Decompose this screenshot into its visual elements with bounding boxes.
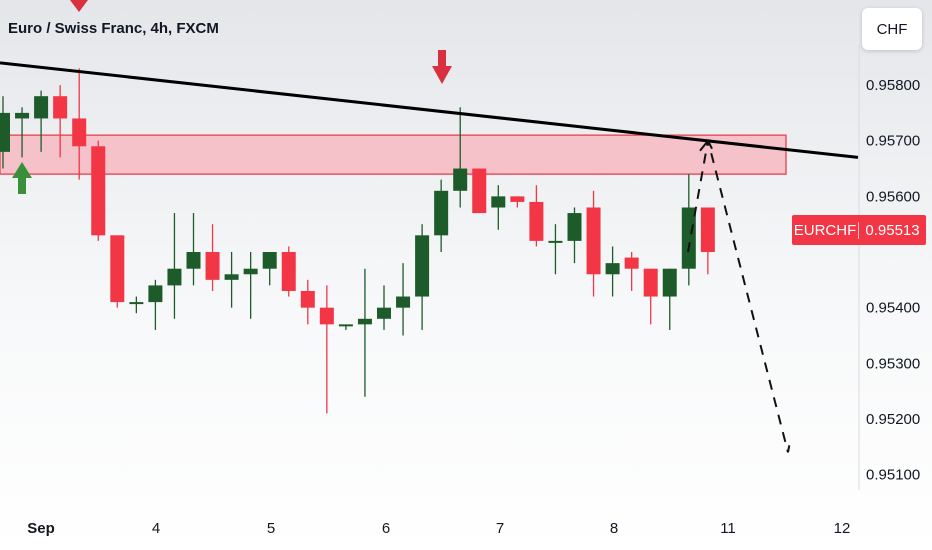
candle-body bbox=[567, 213, 582, 241]
x-tick-label: 4 bbox=[152, 520, 160, 537]
x-tick-label: 5 bbox=[267, 520, 275, 537]
candle-body bbox=[700, 207, 715, 253]
candle-body bbox=[643, 268, 658, 297]
candle-body bbox=[662, 268, 677, 297]
projection-arrowhead bbox=[699, 138, 713, 152]
candle-body bbox=[338, 324, 353, 327]
y-tick-label: 0.95800 bbox=[866, 77, 920, 94]
candle-body bbox=[281, 252, 296, 291]
resistance-zone bbox=[0, 134, 787, 175]
candle-body bbox=[491, 196, 506, 208]
candle-body bbox=[224, 274, 239, 280]
chart-title: Euro / Swiss Franc, 4h, FXCM bbox=[8, 20, 219, 37]
y-tick-label: 0.95600 bbox=[866, 188, 920, 205]
last-price-tag: EURCHF 0.95513 bbox=[792, 215, 926, 245]
candle-body bbox=[624, 257, 639, 269]
candle-body bbox=[605, 263, 620, 275]
x-tick-label: 6 bbox=[382, 520, 390, 537]
price-tag-value: 0.95513 bbox=[865, 221, 920, 239]
candle-body bbox=[129, 302, 144, 305]
currency-label: CHF bbox=[876, 20, 908, 38]
candle-body bbox=[453, 168, 468, 191]
candle-body bbox=[34, 96, 49, 119]
candle-body bbox=[167, 268, 182, 286]
candle-body bbox=[262, 252, 277, 269]
trendline bbox=[0, 61, 859, 159]
candle-body bbox=[434, 190, 449, 236]
candle-body bbox=[53, 96, 68, 119]
candle-body bbox=[529, 201, 544, 241]
candle-body bbox=[243, 268, 258, 275]
candle-body bbox=[0, 112, 10, 152]
candle-body bbox=[319, 307, 334, 325]
x-tick-label: Sep bbox=[27, 520, 55, 537]
sell-arrow-icon bbox=[70, 0, 88, 12]
candle-body bbox=[148, 285, 163, 303]
candle-body bbox=[548, 240, 563, 243]
candle-body bbox=[357, 318, 372, 325]
candle-body bbox=[15, 112, 30, 119]
y-tick-label: 0.95700 bbox=[866, 133, 920, 150]
candle-body bbox=[205, 252, 220, 280]
candle-body bbox=[186, 252, 201, 269]
y-tick-label: 0.95100 bbox=[866, 467, 920, 484]
candle-body bbox=[510, 196, 525, 202]
candle-body bbox=[72, 118, 87, 147]
candle-body bbox=[91, 146, 106, 236]
projection-path bbox=[687, 140, 791, 453]
x-tick-label: 12 bbox=[834, 520, 851, 537]
x-tick-label: 7 bbox=[496, 520, 504, 537]
price-tag-symbol: EURCHF bbox=[792, 221, 859, 239]
x-tick-label: 11 bbox=[720, 520, 736, 537]
sell-arrow-icon bbox=[432, 50, 452, 84]
candle-body bbox=[110, 235, 125, 303]
candle-body bbox=[300, 290, 315, 308]
y-tick-label: 0.95200 bbox=[866, 411, 920, 428]
candle-body bbox=[472, 168, 487, 214]
candle-body bbox=[396, 296, 411, 308]
candle-body bbox=[415, 235, 430, 297]
candle-body bbox=[681, 207, 696, 269]
y-tick-label: 0.95300 bbox=[866, 355, 920, 372]
candle-body bbox=[377, 307, 391, 319]
x-tick-label: 8 bbox=[610, 520, 618, 537]
currency-button[interactable]: CHF bbox=[862, 8, 922, 50]
buy-arrow-icon bbox=[12, 162, 32, 194]
y-tick-label: 0.95400 bbox=[866, 300, 920, 317]
candle-body bbox=[586, 207, 601, 275]
